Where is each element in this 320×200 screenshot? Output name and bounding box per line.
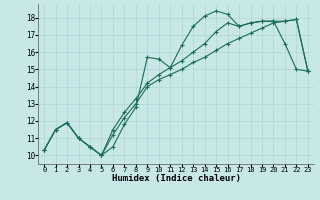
X-axis label: Humidex (Indice chaleur): Humidex (Indice chaleur) [111, 174, 241, 183]
